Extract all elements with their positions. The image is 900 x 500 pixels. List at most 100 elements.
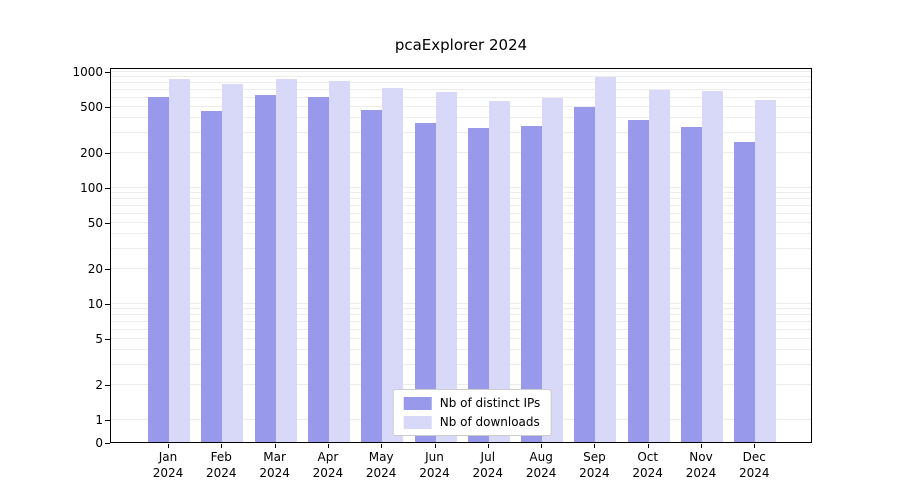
gridline-50 — [111, 221, 811, 223]
bar-downloads-feb — [222, 83, 244, 442]
y-tick-label-50: 50 — [87, 215, 103, 230]
legend-row-downloads: Nb of downloads — [403, 415, 541, 429]
gridline-700 — [111, 88, 811, 90]
bar-downloads-apr — [328, 81, 350, 442]
x-tick-label-dec: Dec 2024 — [724, 449, 784, 481]
gridline-1000 — [111, 71, 811, 72]
x-tick-label-line: May — [368, 450, 394, 464]
bar-downloads-jan — [169, 78, 190, 442]
gridline-800 — [111, 82, 811, 84]
bar-distinct-ips-dec — [734, 141, 756, 442]
bar-distinct-ips-jul — [467, 128, 489, 442]
plot-area: Nb of distinct IPs Nb of downloads — [110, 68, 812, 443]
x-tick-label-jan: Jan 2024 — [138, 449, 198, 481]
x-tick-mark-feb — [221, 444, 223, 448]
y-tick-mark-1000 — [105, 72, 110, 73]
bar-distinct-ips-nov — [681, 126, 702, 442]
bar-distinct-ips-sep — [574, 106, 596, 442]
bar-downloads-nov — [702, 91, 723, 442]
gridline-80 — [111, 198, 811, 200]
x-tick-label-line: Nov — [689, 450, 713, 464]
x-tick-label-jun: Jun 2024 — [405, 449, 465, 481]
y-tick-mark-50 — [105, 222, 110, 224]
chart-title: pcaExplorer 2024 — [394, 36, 528, 54]
x-tick-label-line: 2024 — [259, 466, 290, 480]
bar-distinct-ips-feb — [201, 111, 223, 442]
x-tick-label-line: 2024 — [739, 466, 770, 480]
bar-distinct-ips-may — [361, 110, 383, 442]
bar-downloads-sep — [595, 77, 617, 442]
x-tick-label-line: Oct — [637, 450, 659, 464]
legend-row-distinct-ips: Nb of distinct IPs — [403, 396, 541, 410]
y-tick-label-100: 100 — [80, 181, 103, 195]
x-tick-mark-jun — [434, 444, 436, 448]
legend-swatch-icon — [403, 415, 432, 429]
gridline-600 — [111, 96, 811, 98]
gridline-20 — [111, 268, 811, 270]
y-tick-mark-100 — [105, 188, 110, 189]
bar-distinct-ips-oct — [627, 120, 649, 442]
x-tick-mark-apr — [327, 444, 329, 448]
y-tick-mark-1 — [105, 420, 110, 421]
x-tick-label-apr: Apr 2024 — [298, 449, 358, 481]
y-tick-label-0: 0 — [95, 436, 103, 450]
y-tick-mark-0 — [105, 443, 110, 444]
gridline-900 — [111, 76, 811, 78]
x-tick-label-may: May 2024 — [351, 449, 411, 481]
gridline-4 — [111, 349, 811, 351]
legend-label: Nb of distinct IPs — [439, 396, 541, 410]
y-tick-label-10: 10 — [87, 297, 103, 311]
y-tick-mark-2 — [105, 385, 110, 387]
y-tick-label-20: 20 — [87, 262, 103, 277]
x-tick-label-line: 2024 — [152, 466, 184, 480]
x-tick-label-aug: Aug 2024 — [511, 449, 571, 481]
y-tick-mark-10 — [105, 304, 110, 305]
x-tick-label-line: 2024 — [472, 466, 504, 480]
gridline-60 — [111, 212, 811, 214]
x-tick-mark-oct — [647, 444, 649, 448]
y-tick-label-500: 500 — [80, 99, 103, 114]
x-tick-label-line: 2024 — [579, 466, 610, 480]
x-tick-label-line: Jun — [425, 450, 444, 464]
y-tick-label-1000: 1000 — [72, 65, 103, 79]
gridline-500 — [111, 105, 811, 107]
x-tick-mark-mar — [274, 444, 276, 448]
x-tick-label-line: Feb — [210, 450, 232, 464]
y-tick-label-5: 5 — [95, 331, 103, 346]
bar-downloads-aug — [542, 98, 564, 442]
gridline-40 — [111, 233, 811, 235]
y-tick-mark-500 — [105, 106, 110, 108]
y-tick-mark-5 — [105, 338, 110, 340]
x-tick-label-line: 2024 — [419, 466, 450, 480]
legend-swatch-icon — [403, 396, 432, 410]
bar-downloads-mar — [275, 78, 297, 442]
gridline-7 — [111, 320, 811, 322]
x-tick-label-line: Mar — [263, 450, 286, 464]
x-tick-label-jul: Jul 2024 — [458, 449, 518, 481]
x-tick-label-oct: Oct 2024 — [618, 449, 678, 481]
gridline-10 — [111, 303, 811, 304]
x-tick-mark-nov — [701, 444, 702, 448]
gridline-90 — [111, 192, 811, 194]
bar-distinct-ips-jun — [414, 122, 436, 442]
gridline-5 — [111, 337, 811, 339]
x-tick-label-feb: Feb 2024 — [191, 449, 251, 481]
x-tick-label-nov: Nov 2024 — [671, 449, 731, 481]
gridline-30 — [111, 247, 811, 249]
gridline-300 — [111, 131, 811, 133]
bar-downloads-may — [382, 87, 404, 442]
bar-distinct-ips-jan — [148, 96, 169, 442]
gridline-2 — [111, 384, 811, 386]
x-tick-label-line: 2024 — [632, 466, 663, 480]
bar-downloads-jun — [435, 91, 457, 442]
y-tick-mark-200 — [105, 153, 110, 155]
x-tick-mark-jan — [168, 444, 169, 448]
x-tick-label-line: 2024 — [312, 466, 344, 480]
y-tick-mark-20 — [105, 269, 110, 271]
x-tick-mark-may — [381, 444, 383, 448]
x-tick-mark-jul — [487, 444, 489, 448]
gridline-3 — [111, 363, 811, 365]
legend-label: Nb of downloads — [439, 415, 540, 429]
x-tick-label-mar: Mar 2024 — [245, 449, 305, 481]
